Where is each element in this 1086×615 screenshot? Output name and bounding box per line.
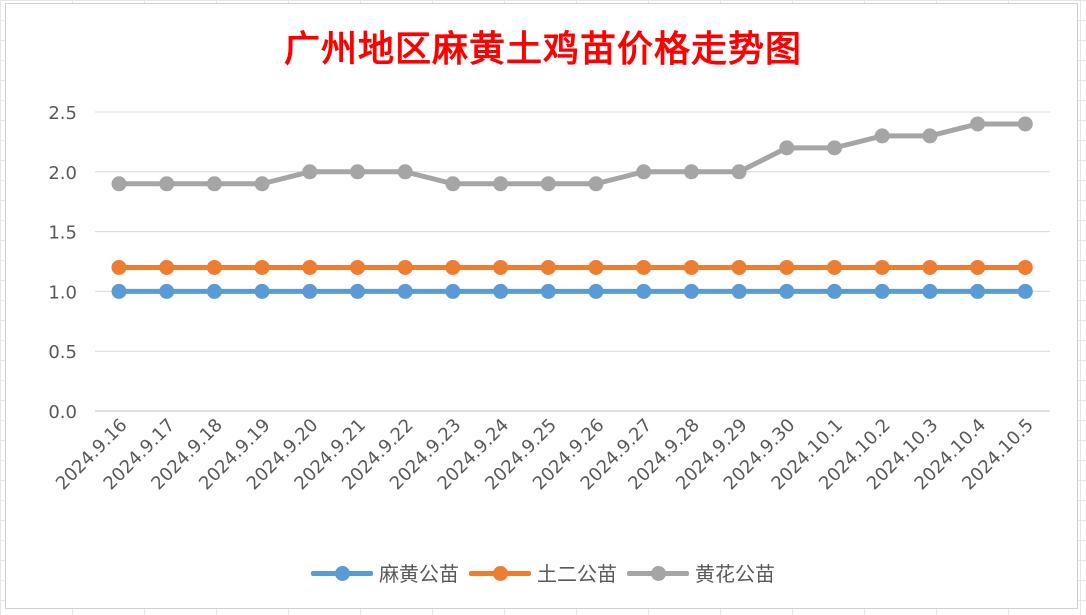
legend-label: 黄花公苗	[695, 562, 775, 586]
data-point-0	[922, 283, 938, 299]
gridlines	[95, 111, 1050, 412]
data-point-0	[970, 283, 986, 299]
legend-item-series-2[interactable]: 黄花公苗	[627, 558, 775, 587]
data-point-1	[445, 259, 461, 275]
data-point-2	[683, 164, 699, 180]
y-tick-label: 0.5	[48, 342, 77, 363]
data-point-1	[254, 259, 270, 275]
data-point-2	[588, 176, 604, 192]
series-line-2	[116, 121, 1028, 187]
data-point-0	[350, 283, 365, 299]
chart-area[interactable]	[5, 3, 1078, 609]
legend-item-series-1[interactable]: 土二公苗	[469, 558, 617, 587]
data-point-1	[636, 259, 652, 275]
data-point-2	[159, 176, 175, 192]
y-tick-label: 1.5	[48, 223, 77, 244]
data-point-1	[111, 259, 127, 275]
data-point-2	[874, 128, 890, 144]
data-point-0	[636, 283, 652, 299]
legend-swatch	[469, 561, 531, 585]
data-point-1	[922, 259, 938, 275]
data-point-2	[397, 164, 413, 180]
data-point-1	[397, 259, 413, 275]
chart-title: 广州地区麻黄土鸡苗价格走势图	[283, 28, 802, 70]
data-point-2	[302, 164, 318, 180]
legend-dot	[493, 565, 508, 581]
data-point-0	[540, 283, 556, 299]
data-point-1	[731, 259, 747, 275]
data-point-2	[636, 164, 652, 180]
data-point-1	[206, 259, 222, 275]
data-point-1	[540, 259, 556, 275]
data-point-2	[922, 128, 938, 144]
legend-dot	[651, 565, 666, 581]
data-point-2	[111, 176, 127, 192]
x-axis-ticks: 2024.9.162024.9.172024.9.182024.9.192024…	[52, 415, 1038, 495]
data-point-1	[683, 259, 699, 275]
data-point-0	[779, 283, 795, 299]
data-point-2	[779, 140, 795, 156]
legend-item-series-0[interactable]: 麻黄公苗	[311, 558, 459, 587]
legend-swatch	[311, 561, 373, 585]
data-point-2	[970, 116, 986, 132]
data-point-0	[397, 283, 413, 299]
data-point-1	[1017, 259, 1033, 275]
data-point-0	[493, 283, 509, 299]
data-point-0	[683, 283, 699, 299]
y-tick-label: 2.5	[48, 103, 77, 124]
data-point-2	[254, 176, 270, 192]
y-tick-label: 0.0	[48, 402, 77, 423]
data-point-2	[1017, 116, 1033, 132]
data-point-1	[159, 259, 175, 275]
legend-label: 土二公苗	[537, 562, 617, 586]
legend-label: 麻黄公苗	[379, 562, 459, 586]
data-point-2	[206, 176, 222, 192]
data-point-1	[970, 259, 986, 275]
data-point-2	[731, 164, 747, 180]
data-point-1	[493, 259, 509, 275]
data-point-0	[1017, 283, 1033, 299]
data-point-0	[111, 283, 127, 299]
legend: 麻黄公苗 土二公苗 黄花公苗	[0, 558, 1086, 587]
data-point-1	[827, 259, 842, 275]
data-point-2	[445, 176, 461, 192]
data-point-0	[588, 283, 604, 299]
data-point-2	[540, 176, 556, 192]
data-point-0	[827, 283, 842, 299]
data-point-2	[350, 164, 365, 180]
data-point-0	[731, 283, 747, 299]
data-point-0	[302, 283, 318, 299]
data-point-0	[206, 283, 222, 299]
data-point-2	[493, 176, 509, 192]
data-point-1	[779, 259, 795, 275]
legend-swatch	[627, 561, 689, 585]
data-point-0	[874, 283, 890, 299]
y-tick-label: 2.0	[48, 163, 77, 184]
data-point-0	[159, 283, 175, 299]
data-point-1	[874, 259, 890, 275]
y-axis-ticks: 0.0 0.5 1.0 1.5 2.0 2.5	[48, 103, 77, 423]
data-point-1	[302, 259, 318, 275]
data-point-1	[588, 259, 604, 275]
data-point-1	[350, 259, 365, 275]
y-tick-label: 1.0	[48, 282, 77, 303]
series-lines	[111, 116, 1033, 299]
data-point-2	[827, 140, 842, 156]
data-point-0	[445, 283, 461, 299]
legend-dot	[335, 565, 350, 581]
data-point-0	[254, 283, 270, 299]
